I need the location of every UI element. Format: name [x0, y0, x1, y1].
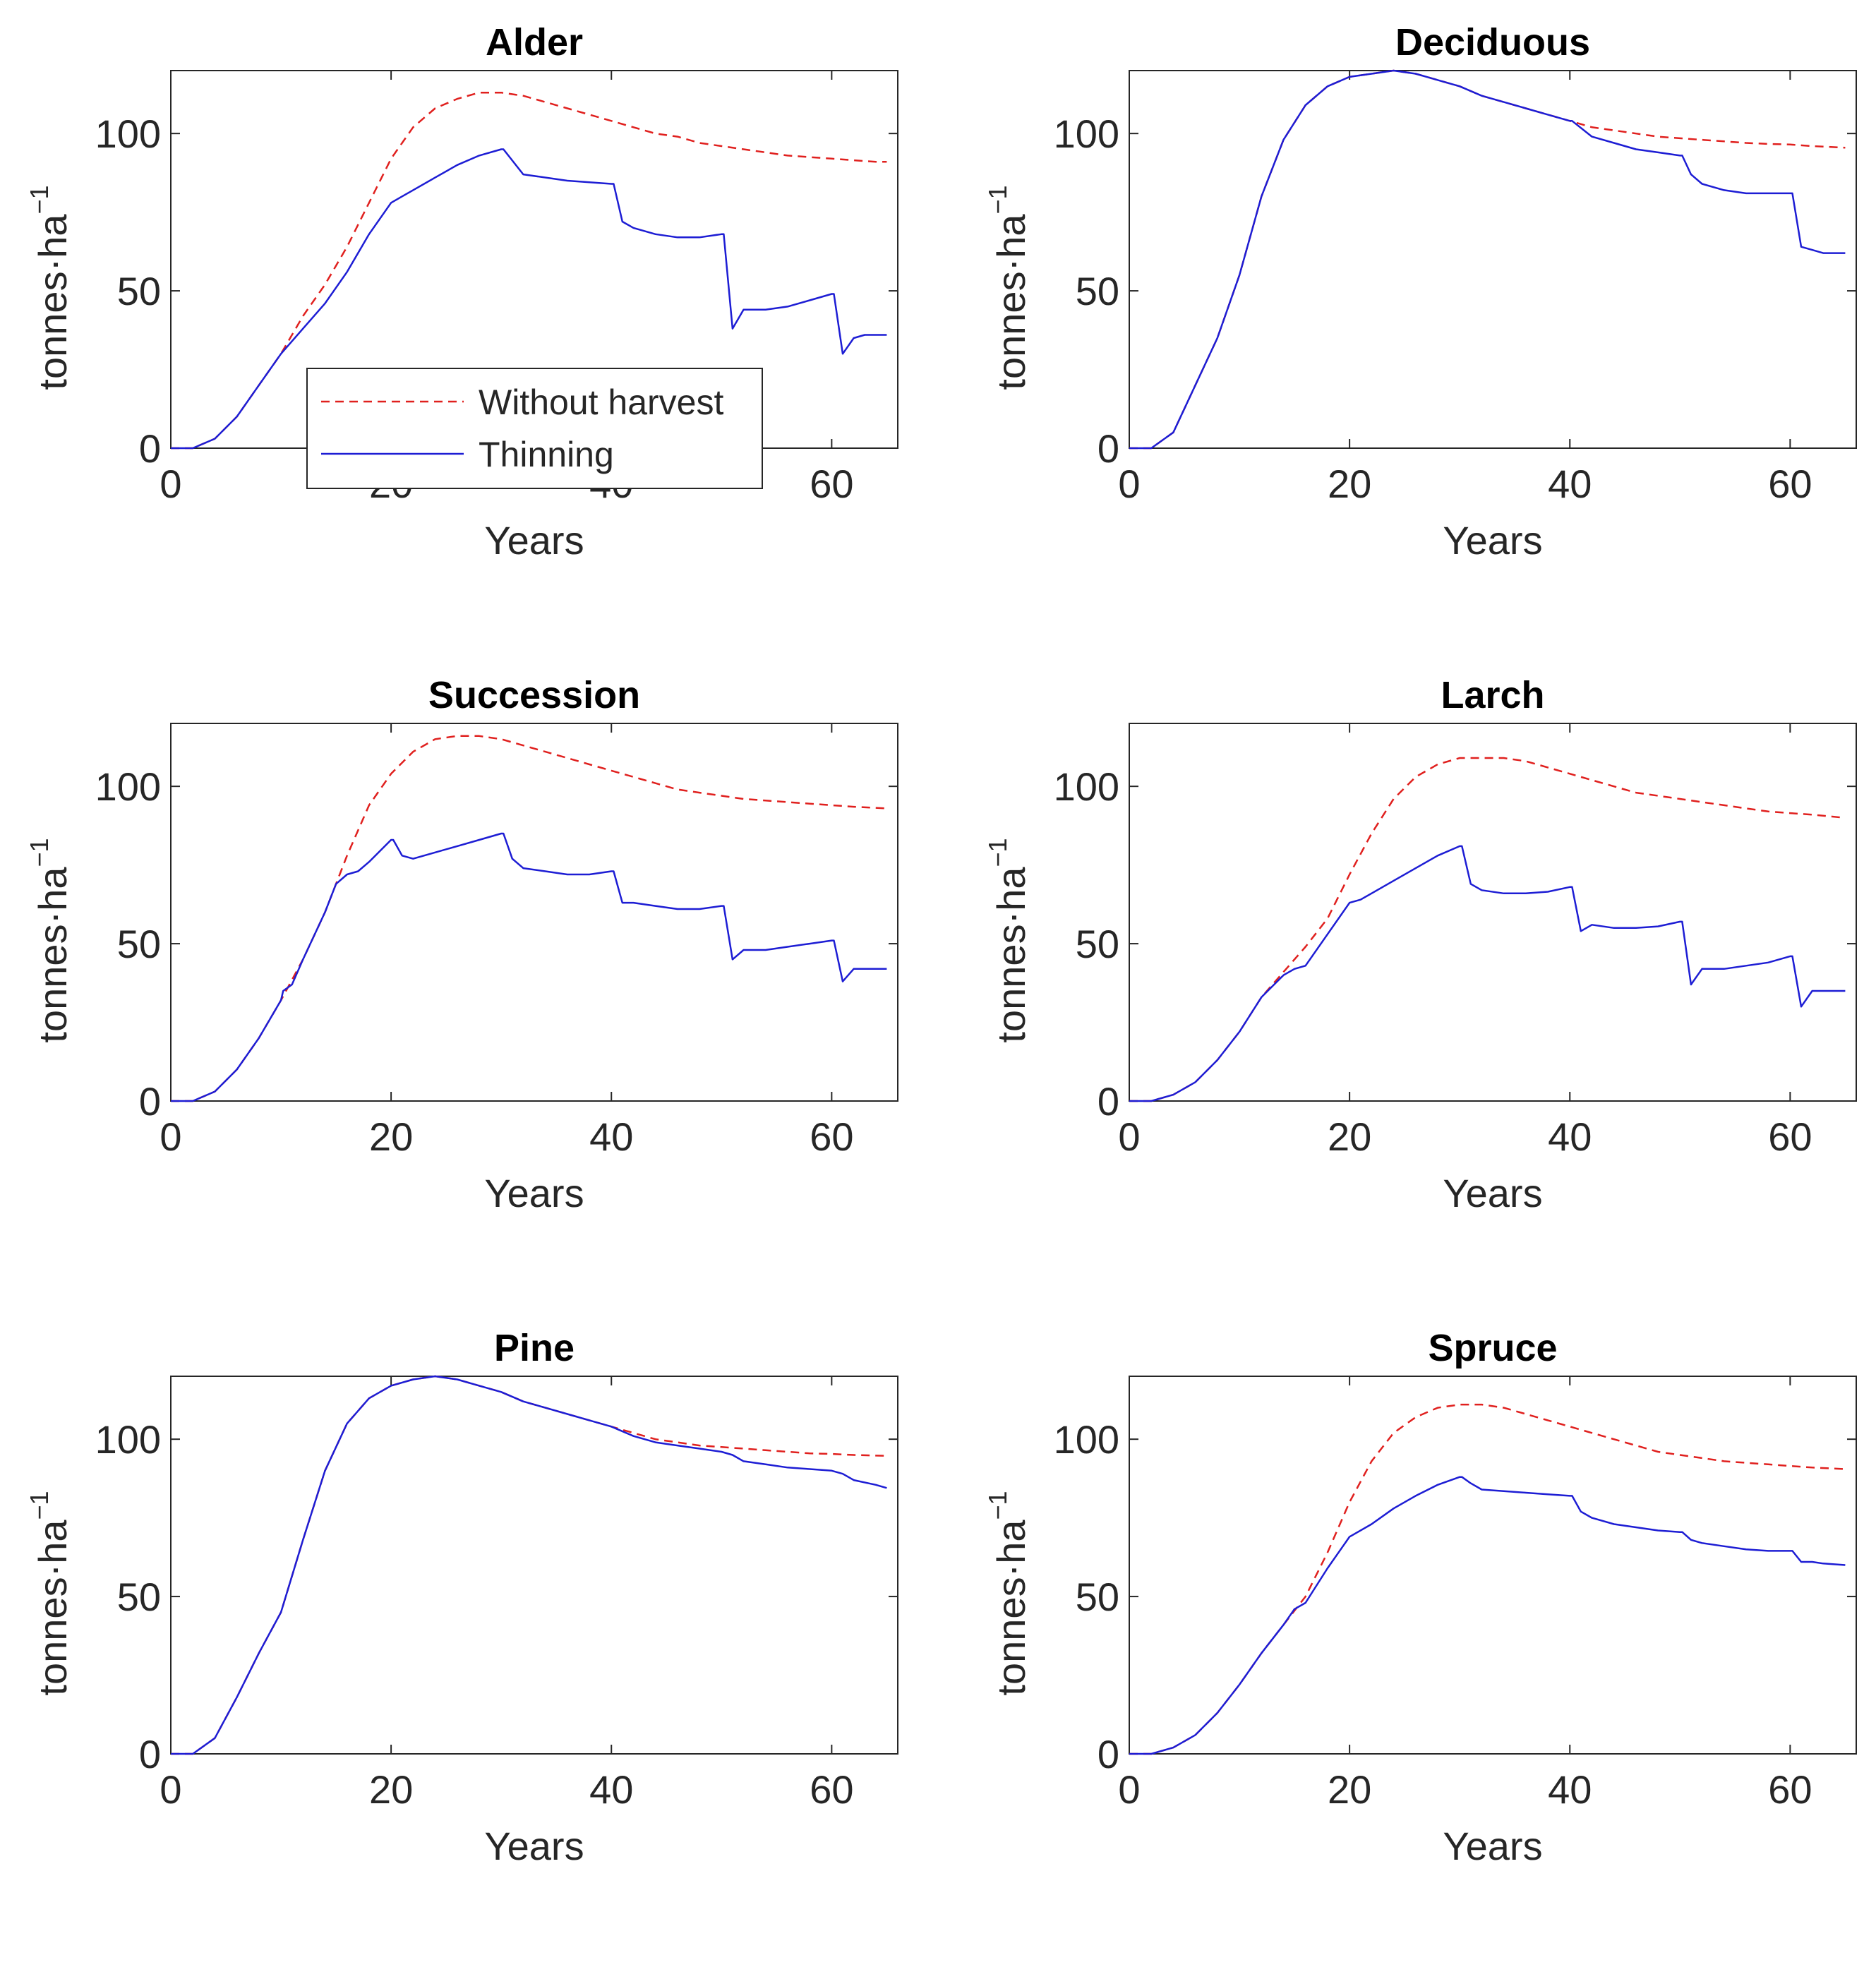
chart-title: Alder — [486, 21, 583, 64]
x-axis-label: Years — [484, 518, 584, 563]
series-line-thinning — [1129, 69, 1846, 450]
x-tick-label: 40 — [1548, 1767, 1592, 1812]
x-tick-label: 0 — [1118, 1114, 1140, 1159]
y-axis-label-text: tonnes·ha — [30, 867, 75, 1043]
panel-3: 0 20 40 60 0 50 100 Larch Years tonnes·ha−1 — [983, 674, 1857, 1215]
x-tick-label: 20 — [1328, 462, 1371, 506]
x-tick-label: 60 — [810, 1114, 853, 1159]
legend-label: Thinning — [479, 435, 614, 474]
y-axis-label: tonnes·ha−1 — [983, 185, 1033, 390]
x-tick-label: 20 — [369, 1114, 413, 1159]
y-axis-label-exponent: −1 — [25, 838, 54, 867]
x-tick-label: 40 — [1548, 462, 1592, 506]
y-axis-label: tonnes·ha−1 — [25, 1491, 75, 1695]
y-tick-label: 50 — [117, 922, 161, 966]
y-tick-label: 0 — [1098, 1079, 1119, 1124]
chart-title: Deciduous — [1395, 21, 1590, 64]
y-tick-label: 100 — [95, 764, 161, 809]
x-axis-label: Years — [1443, 1824, 1542, 1868]
x-tick-label: 0 — [1118, 462, 1140, 506]
panel-1: 0 20 40 60 0 50 100 Deciduous Years tonnes·ha−1 — [983, 21, 1857, 563]
x-tick-label: 60 — [1768, 1767, 1812, 1812]
panel-0: 0204060050100AlderYearstonnes·ha−1Withou… — [25, 21, 898, 563]
x-tick-label: 60 — [1768, 462, 1812, 506]
chart-title: Pine — [494, 1327, 575, 1369]
y-tick-label: 100 — [1054, 1417, 1119, 1462]
y-axis-label-exponent: −1 — [983, 185, 1012, 214]
x-tick-label: 60 — [810, 1767, 853, 1812]
y-tick-label: 100 — [95, 1417, 161, 1462]
series-line-without-harvest — [171, 91, 887, 450]
chart-title: Spruce — [1428, 1327, 1557, 1369]
panel-4: 0 20 40 60 0 50 100 Pine Years tonnes·ha−1 — [25, 1327, 898, 1868]
series-line-thinning — [171, 148, 887, 450]
y-axis-label-exponent: −1 — [25, 1491, 54, 1520]
chart-title: Succession — [428, 674, 640, 716]
plot-area — [1129, 723, 1857, 1102]
plot-area — [1129, 1376, 1857, 1755]
x-tick-label: 0 — [160, 1767, 181, 1812]
plot-area — [1129, 70, 1857, 449]
y-tick-label: 50 — [1076, 1575, 1119, 1619]
plot-area — [170, 1376, 898, 1755]
x-tick-label: 60 — [1768, 1114, 1812, 1159]
chart-title: Larch — [1441, 674, 1544, 716]
series-line-thinning — [171, 1375, 887, 1755]
legend-label: Without harvest — [479, 383, 723, 422]
y-tick-label: 0 — [139, 1079, 161, 1124]
x-tick-label: 40 — [589, 1114, 633, 1159]
series-line-without-harvest — [1129, 1403, 1846, 1755]
x-tick-label: 20 — [1328, 1114, 1371, 1159]
panel-2: 0 20 40 60 0 50 100 Succession Years tonnes·ha−1 — [25, 674, 898, 1215]
y-axis-label: tonnes·ha−1 — [983, 838, 1033, 1042]
y-axis-label-text: tonnes·ha — [30, 214, 75, 390]
series-line-thinning — [1129, 845, 1846, 1102]
x-axis-label: Years — [484, 1171, 584, 1215]
y-tick-label: 50 — [117, 1575, 161, 1619]
y-tick-label: 0 — [1098, 1732, 1119, 1776]
y-axis-label: tonnes·ha−1 — [25, 185, 75, 390]
x-axis-label: Years — [484, 1824, 584, 1868]
y-tick-label: 0 — [139, 426, 161, 471]
y-axis-label-exponent: −1 — [25, 185, 54, 214]
y-tick-label: 50 — [1076, 269, 1119, 313]
series-line-thinning — [171, 832, 887, 1102]
y-tick-label: 0 — [139, 1732, 161, 1776]
y-axis-label-text: tonnes·ha — [989, 214, 1033, 390]
panel-5: 0 20 40 60 0 50 100 Spruce Years tonnes·ha−1 — [983, 1327, 1857, 1868]
y-axis-label: tonnes·ha−1 — [25, 838, 75, 1042]
y-axis-label-text: tonnes·ha — [989, 867, 1033, 1043]
x-tick-label: 20 — [1328, 1767, 1371, 1812]
y-axis-label-exponent: −1 — [983, 1491, 1012, 1520]
y-axis-label-text: tonnes·ha — [30, 1520, 75, 1696]
y-tick-label: 50 — [1076, 922, 1119, 966]
x-tick-label: 20 — [369, 1767, 413, 1812]
y-tick-label: 100 — [1054, 112, 1119, 156]
x-tick-label: 0 — [160, 1114, 181, 1159]
series-line-thinning — [1129, 1476, 1846, 1755]
y-axis-label-text: tonnes·ha — [989, 1520, 1033, 1696]
x-axis-label: Years — [1443, 1171, 1542, 1215]
x-tick-label: 0 — [160, 462, 181, 506]
y-tick-label: 100 — [95, 112, 161, 156]
y-axis-label: tonnes·ha−1 — [983, 1491, 1033, 1695]
x-tick-label: 0 — [1118, 1767, 1140, 1812]
x-tick-label: 40 — [589, 1767, 633, 1812]
x-tick-label: 40 — [1548, 1114, 1592, 1159]
y-tick-label: 100 — [1054, 764, 1119, 809]
x-axis-label: Years — [1443, 518, 1542, 563]
x-tick-label: 60 — [810, 462, 853, 506]
y-tick-label: 0 — [1098, 426, 1119, 471]
y-axis-label-exponent: −1 — [983, 838, 1012, 867]
plot-area — [170, 723, 898, 1102]
legend-box — [306, 368, 763, 489]
y-tick-label: 50 — [117, 269, 161, 313]
